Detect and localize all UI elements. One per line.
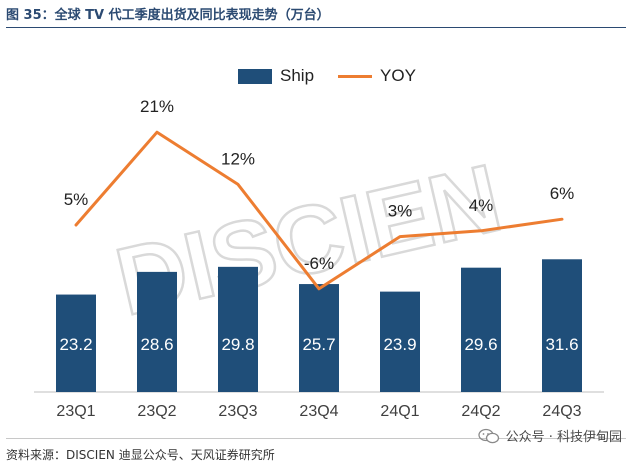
x-tick-23Q2: 23Q2 bbox=[137, 403, 176, 420]
yoy-label-23Q4: -6% bbox=[304, 254, 334, 273]
bar-label-23Q4: 25.7 bbox=[302, 335, 335, 354]
legend-label-ship: Ship bbox=[280, 66, 315, 85]
bar-23Q1 bbox=[56, 294, 96, 392]
bar-23Q2 bbox=[137, 271, 177, 392]
yoy-label-24Q3: 6% bbox=[550, 184, 575, 203]
bar-24Q3 bbox=[542, 259, 582, 392]
legend-item-ship: Ship bbox=[238, 66, 314, 86]
bar-23Q3 bbox=[218, 266, 258, 392]
source-note: 资料来源：DISCIEN 迪显公众号、天风证券研究所 bbox=[6, 448, 275, 462]
x-tick-23Q4: 23Q4 bbox=[299, 403, 338, 420]
legend-swatch-yoy bbox=[338, 74, 373, 78]
legend-item-yoy: YOY bbox=[338, 66, 416, 86]
brand-text: 公众号 · 科技伊甸园 bbox=[505, 430, 622, 445]
legend-label-yoy: YOY bbox=[380, 66, 416, 85]
legend-swatch-ship bbox=[238, 68, 272, 84]
bar-24Q2 bbox=[461, 267, 501, 392]
legend: Ship YOY bbox=[238, 66, 440, 86]
x-tick-24Q2: 24Q2 bbox=[461, 403, 500, 420]
bar-label-24Q3: 31.6 bbox=[545, 335, 578, 354]
x-tick-24Q1: 24Q1 bbox=[380, 403, 419, 420]
bar-24Q1 bbox=[380, 291, 420, 392]
bar-label-23Q3: 29.8 bbox=[221, 335, 254, 354]
x-tick-23Q1: 23Q1 bbox=[56, 403, 95, 420]
bar-label-23Q1: 23.2 bbox=[59, 335, 92, 354]
yoy-label-23Q1: 5% bbox=[64, 190, 89, 209]
x-tick-23Q3: 23Q3 bbox=[218, 403, 257, 420]
footer-divider bbox=[6, 438, 626, 439]
brand-signature: 公众号 · 科技伊甸园 bbox=[477, 426, 622, 445]
bar-label-23Q2: 28.6 bbox=[140, 335, 173, 354]
yoy-label-23Q3: 12% bbox=[221, 149, 255, 168]
title-divider bbox=[6, 27, 626, 28]
x-tick-24Q3: 24Q3 bbox=[542, 403, 581, 420]
chart-title: 图 35：全球 TV 代工季度出货及同比表现走势（万台） bbox=[6, 8, 330, 23]
wechat-icon bbox=[477, 428, 499, 443]
yoy-label-24Q1: 3% bbox=[388, 202, 413, 221]
bar-label-24Q1: 23.9 bbox=[383, 335, 416, 354]
yoy-label-23Q2: 21% bbox=[140, 97, 174, 116]
bar-23Q4 bbox=[299, 284, 339, 392]
yoy-label-24Q2: 4% bbox=[469, 196, 494, 215]
bar-label-24Q2: 29.6 bbox=[464, 335, 497, 354]
